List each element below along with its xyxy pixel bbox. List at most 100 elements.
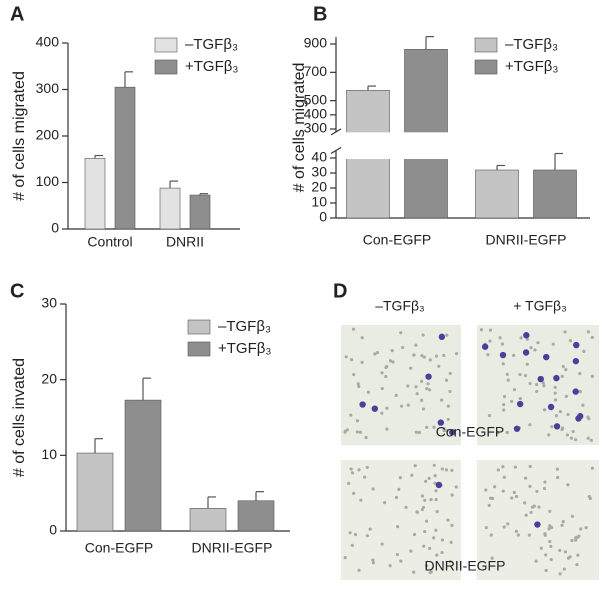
migrated-cell [438, 333, 446, 341]
y-tick-label: 10 [41, 446, 57, 462]
cell [419, 379, 424, 384]
cell [537, 505, 541, 509]
cell [506, 522, 510, 526]
cell [549, 525, 554, 530]
cell [586, 415, 590, 419]
cell [523, 476, 528, 480]
cell [589, 438, 593, 442]
cell [554, 414, 559, 418]
cell [394, 495, 399, 500]
cell [551, 342, 555, 346]
cell [428, 571, 432, 575]
micrograph [477, 460, 599, 580]
cell [442, 429, 446, 433]
cell [560, 523, 564, 527]
cell [414, 430, 418, 434]
cell [450, 468, 454, 472]
cell [417, 430, 422, 435]
cell [488, 328, 493, 332]
cell [373, 352, 377, 356]
cell [450, 493, 454, 497]
y-tick-label: 500 [304, 91, 328, 107]
cell [420, 354, 424, 358]
cell [544, 553, 548, 557]
cell [380, 542, 384, 546]
cell [442, 353, 446, 357]
cell [488, 339, 492, 343]
cell [563, 550, 568, 554]
y-tick-label: 20 [41, 370, 57, 386]
cell [399, 559, 403, 563]
cell [535, 382, 539, 387]
cell [349, 467, 353, 471]
cell [501, 362, 505, 366]
migrated-cell [437, 419, 445, 426]
cell [349, 413, 353, 417]
cell [357, 468, 361, 472]
cell [489, 533, 493, 537]
migrated-cell [359, 401, 366, 408]
x-tick-label: DNRII-EGFP [486, 232, 567, 248]
y-tick-label: 30 [311, 164, 327, 180]
bar [237, 500, 275, 532]
cell [586, 330, 590, 334]
panel-letter: B [313, 3, 327, 25]
legend-swatch [474, 37, 498, 53]
cell [412, 532, 417, 537]
cell [514, 529, 519, 533]
cell [558, 572, 562, 576]
cell [549, 544, 553, 549]
y-tick-label: 400 [36, 34, 60, 50]
cell [510, 496, 514, 500]
cell [575, 563, 579, 567]
cell [488, 496, 493, 500]
legend-label: –TGFβ₃ [505, 36, 558, 53]
cell [421, 333, 425, 337]
migrated-cell [537, 375, 544, 383]
cell [357, 384, 361, 389]
cell [535, 489, 539, 494]
cell [380, 371, 384, 375]
cell [523, 374, 528, 378]
cell [566, 556, 571, 560]
cell [561, 426, 565, 430]
cell [433, 481, 437, 485]
cell [434, 354, 439, 358]
cell [440, 467, 444, 471]
cell [425, 425, 429, 429]
cell [574, 538, 578, 542]
y-tick-label: 10 [311, 194, 327, 210]
cell [380, 386, 384, 391]
migrated-cell [553, 423, 561, 430]
y-tick-label: 300 [36, 80, 60, 96]
cell [454, 352, 459, 356]
cell [496, 468, 500, 472]
cell [535, 389, 539, 394]
cell [371, 487, 375, 491]
y-tick-label: 30 [41, 295, 57, 311]
legend-label: +TGFβ₃ [185, 58, 239, 75]
cell [511, 353, 516, 358]
cell [525, 362, 529, 366]
migrated-cell [449, 429, 456, 436]
cell [358, 430, 363, 434]
cell [541, 381, 545, 385]
cell [357, 568, 361, 572]
cell [500, 342, 505, 346]
cell [518, 372, 522, 377]
cell [542, 384, 546, 388]
bar [533, 169, 577, 219]
cell [427, 476, 431, 480]
cell [560, 374, 564, 378]
cell [533, 348, 537, 352]
cell [547, 433, 551, 437]
migrated-cell [572, 388, 579, 395]
cell [401, 345, 405, 350]
axis-break [330, 146, 342, 155]
cell [564, 367, 568, 372]
cell [429, 498, 433, 502]
y-tick-label: 900 [304, 35, 328, 51]
cell [390, 349, 394, 353]
cell [448, 371, 452, 376]
